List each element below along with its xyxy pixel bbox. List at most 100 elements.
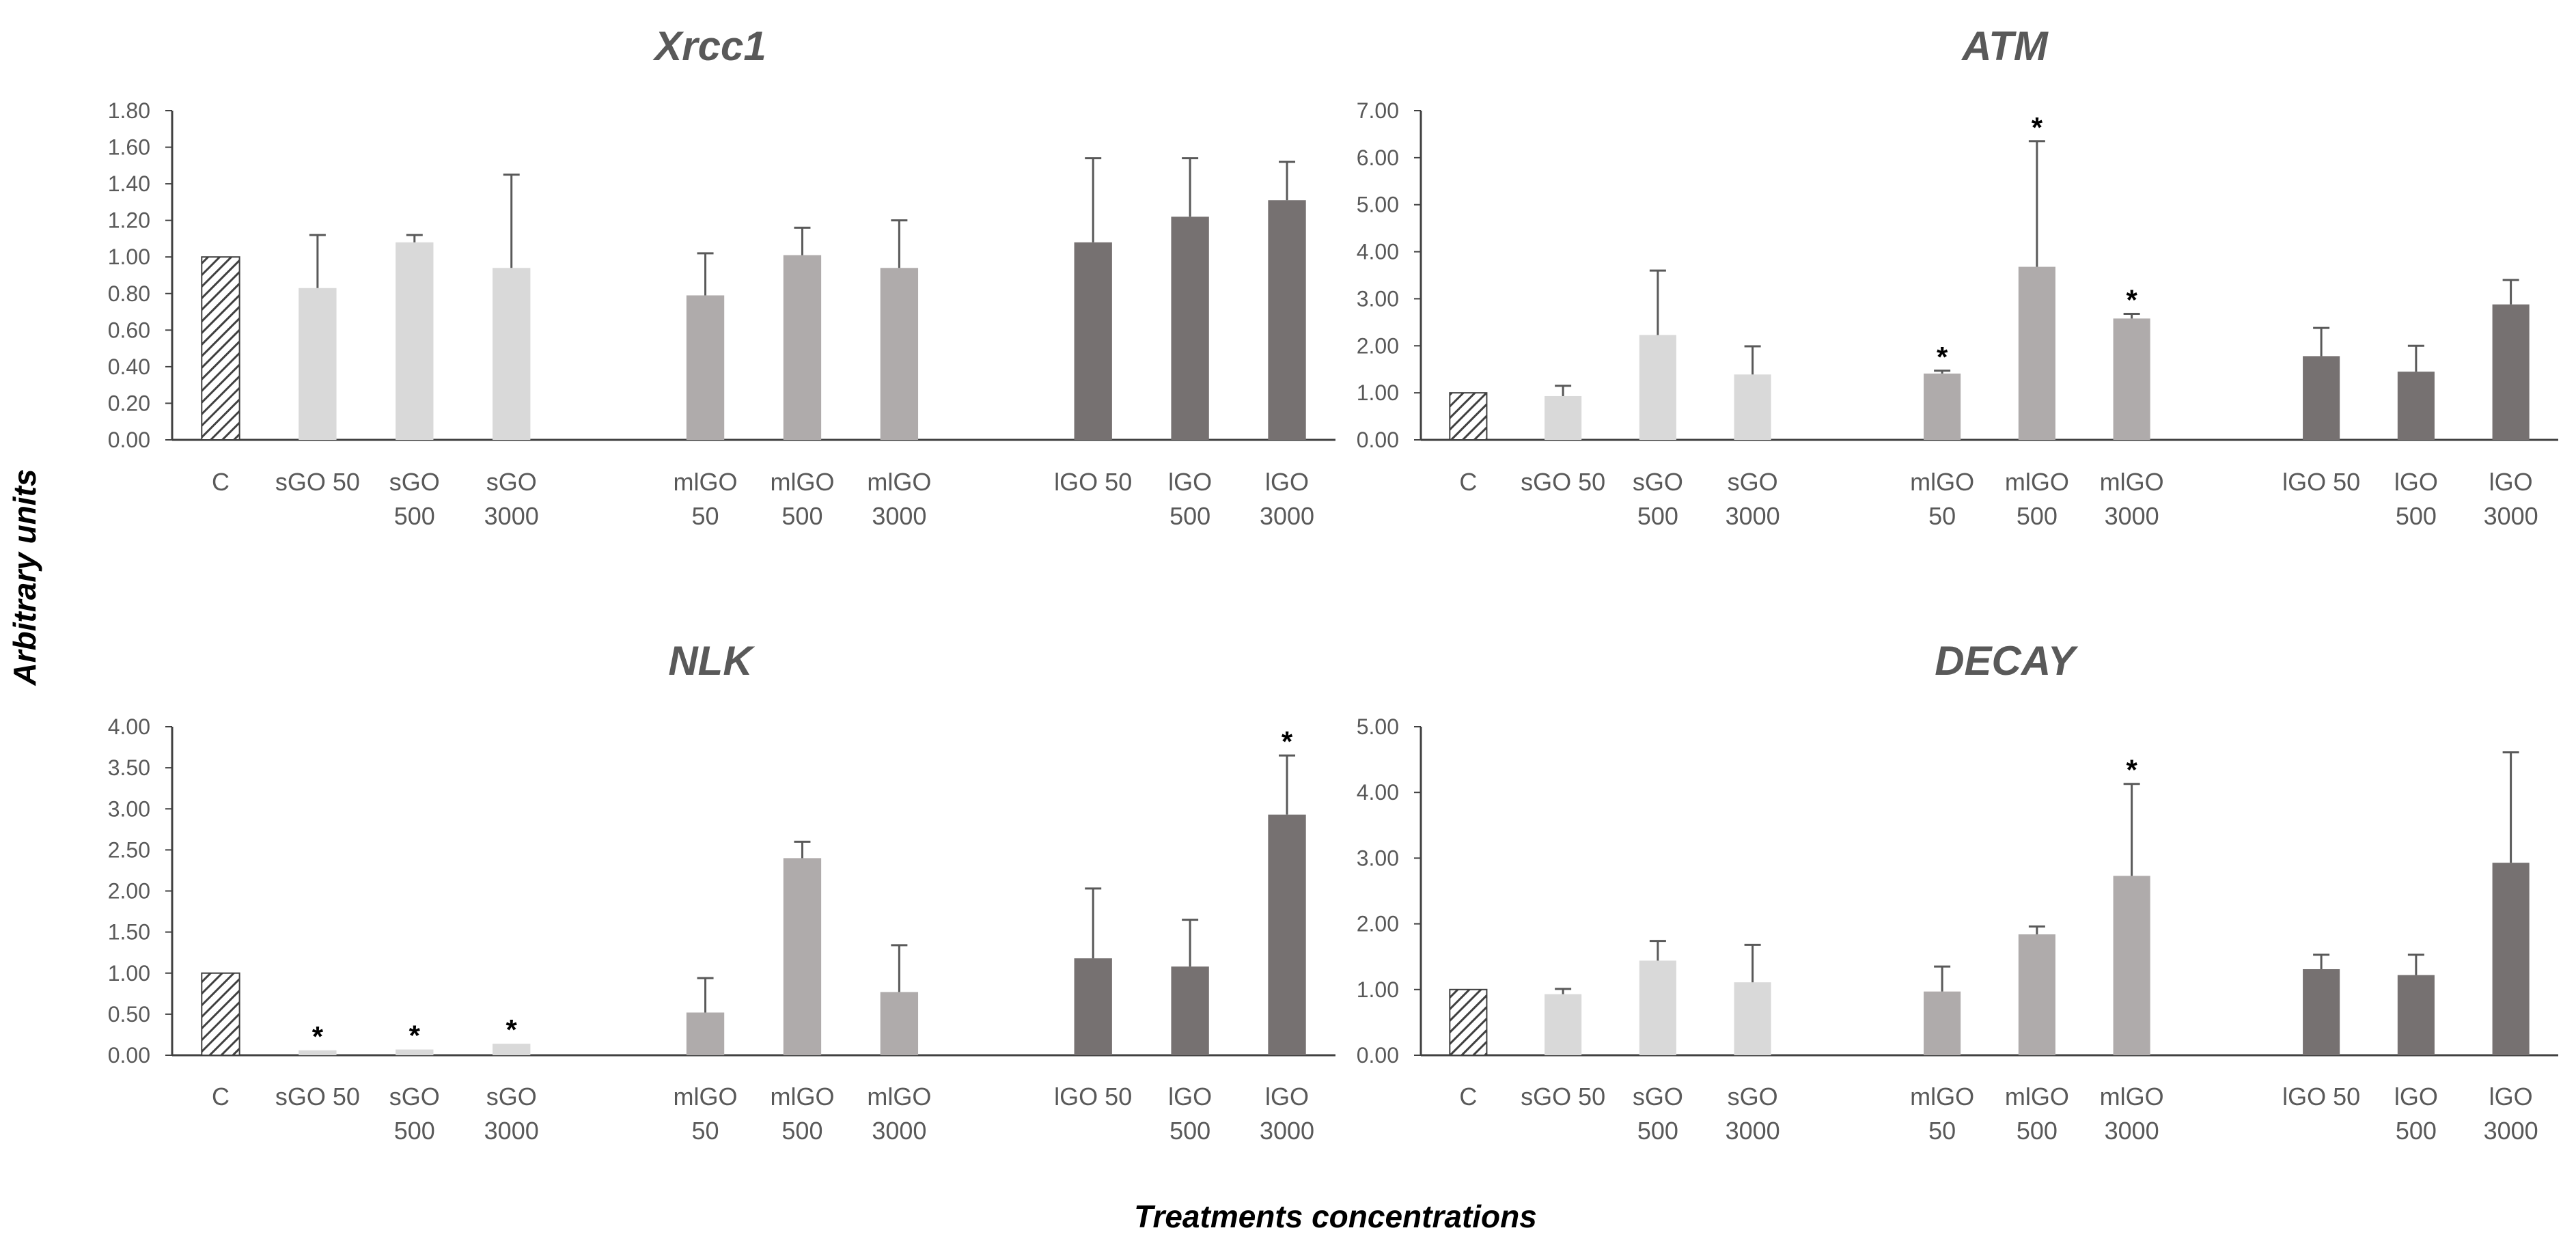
y-tick-label: 2.50 [108, 837, 150, 862]
y-tick-label: 5.00 [1357, 714, 1399, 739]
x-tick-label: C [1459, 468, 1477, 496]
y-tick-label: 4.00 [1357, 780, 1399, 805]
x-tick-label: lGO [2394, 1083, 2438, 1111]
x-tick-label: 3000 [484, 502, 539, 530]
bar [1545, 395, 1582, 440]
significance-star: * [409, 1020, 421, 1052]
x-tick-label: 50 [692, 502, 719, 530]
y-tick-label: 4.00 [1357, 240, 1399, 264]
bar [201, 972, 240, 1056]
x-tick-label: mlGO [770, 468, 834, 496]
x-tick-label: C [212, 1083, 230, 1111]
bar [2492, 304, 2530, 440]
x-tick-label: 500 [2017, 502, 2058, 530]
x-tick-label: 50 [1928, 502, 1956, 530]
x-tick-label: 500 [781, 1117, 822, 1145]
x-tick-label: sGO [389, 1083, 440, 1111]
bar [1545, 994, 1582, 1055]
chart-panel-xrcc1: Xrcc1 0.00 0.20 0.40 0.60 0.80 1.00 1.20 1.40 1.6… [108, 23, 1335, 530]
x-tick-label: mlGO [770, 1083, 834, 1111]
chart-panel-decay: DECAY 0.00 1.00 2.00 3.00 4.00 5.00 C sGO 50 sGO 5… [1357, 638, 2558, 1145]
x-tick-label: sGO 50 [1521, 1083, 1605, 1111]
significance-star: * [2032, 111, 2043, 143]
bar [396, 242, 434, 440]
bar [396, 1049, 434, 1055]
x-tick-label: 3000 [1260, 502, 1314, 530]
x-tick-label: C [212, 468, 230, 496]
y-tick-label: 7.00 [1357, 98, 1399, 123]
bar [783, 255, 822, 440]
y-tick-label: 2.00 [1357, 912, 1399, 936]
y-tick-label: 0.20 [108, 391, 150, 415]
significance-star: * [506, 1014, 518, 1046]
x-tick-label: C [1459, 1083, 1477, 1111]
x-axis-title: Treatments concentrations [1134, 1199, 1537, 1234]
significance-star: * [1282, 725, 1293, 757]
x-tick-label: 3000 [2105, 1117, 2159, 1145]
bar [2113, 876, 2150, 1055]
y-tick-label: 3.00 [1357, 846, 1399, 870]
x-tick-label: 3000 [2484, 502, 2538, 530]
y-tick-label: 1.00 [108, 961, 150, 986]
bar [493, 1044, 531, 1055]
bar [1639, 335, 1676, 440]
y-tick-label: 1.80 [108, 98, 150, 123]
chart-title: Xrcc1 [652, 23, 766, 69]
x-tick-label: sGO [486, 1083, 537, 1111]
x-tick-label: lGO [1168, 1083, 1212, 1111]
y-tick-label: 5.00 [1357, 193, 1399, 217]
x-tick-label: sGO 50 [275, 468, 360, 496]
y-tick-label: 3.00 [1357, 286, 1399, 311]
bar [1449, 988, 1488, 1057]
bar [2303, 356, 2340, 440]
significance-star: * [2126, 754, 2137, 786]
y-tick-label: 3.50 [108, 755, 150, 780]
chart-panel-atm: ATM 0.00 1.00 2.00 3.00 4.00 5.00 6.00 7.00 C sGO … [1357, 23, 2558, 530]
bar [783, 858, 822, 1055]
significance-star: * [312, 1020, 324, 1053]
x-tick-label: sGO [1728, 468, 1778, 496]
significance-star: * [1937, 341, 1948, 373]
x-tick-label: lGO [2394, 468, 2438, 496]
x-tick-label: mlGO [2100, 468, 2164, 496]
y-tick-label: 1.00 [1357, 380, 1399, 405]
y-tick-label: 0.00 [1357, 1043, 1399, 1068]
y-tick-label: 0.00 [108, 1043, 150, 1068]
x-tick-label: lGO [2489, 1083, 2533, 1111]
y-tick-label: 2.00 [108, 879, 150, 904]
significance-star: * [2126, 283, 2137, 316]
x-tick-label: 3000 [1260, 1117, 1314, 1145]
bar [2397, 975, 2435, 1055]
x-tick-label: 500 [394, 1117, 435, 1145]
y-tick-label: 0.40 [108, 354, 150, 379]
chart-title: DECAY [1935, 638, 2079, 684]
x-tick-label: sGO [1633, 468, 1683, 496]
bar [1924, 991, 1961, 1055]
y-tick-label: 1.40 [108, 171, 150, 196]
bar [686, 295, 725, 440]
chart-title: NLK [668, 638, 755, 684]
x-tick-label: lGO [1265, 468, 1309, 496]
x-tick-label: lGO 50 [2282, 468, 2360, 496]
x-tick-label: 500 [1169, 502, 1210, 530]
x-tick-label: 500 [394, 502, 435, 530]
y-axis-title: Arbitrary units [7, 469, 42, 686]
bar [299, 288, 337, 440]
x-tick-label: mlGO [1910, 468, 1974, 496]
bar [2492, 863, 2530, 1055]
y-tick-label: 0.80 [108, 281, 150, 306]
x-tick-label: 500 [1169, 1117, 1210, 1145]
y-tick-label: 2.00 [1357, 333, 1399, 358]
x-tick-label: lGO [1265, 1083, 1309, 1111]
bar [686, 1012, 725, 1055]
bar [880, 268, 919, 440]
x-tick-label: 3000 [872, 1117, 926, 1145]
x-tick-label: sGO [486, 468, 537, 496]
x-tick-label: sGO [1633, 1083, 1683, 1111]
x-tick-label: 3000 [872, 502, 926, 530]
x-tick-label: sGO 50 [1521, 468, 1605, 496]
bar [299, 1050, 337, 1055]
x-tick-label: 500 [1637, 502, 1678, 530]
y-tick-label: 0.00 [1357, 428, 1399, 452]
bar [493, 268, 531, 440]
